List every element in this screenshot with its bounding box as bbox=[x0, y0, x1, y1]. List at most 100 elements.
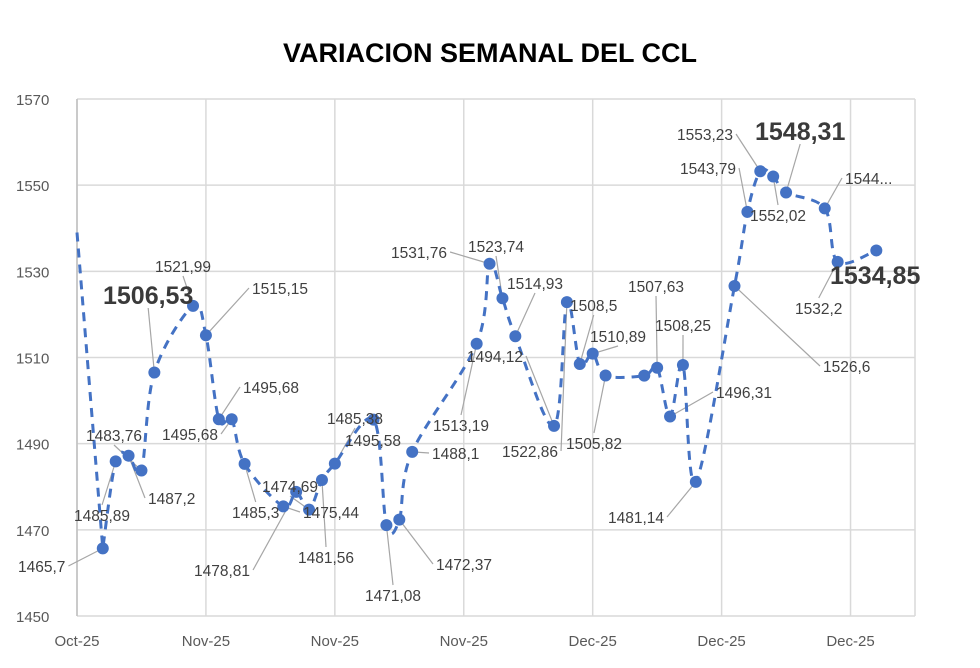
data-label: 1507,63 bbox=[628, 279, 684, 296]
data-point-marker bbox=[225, 413, 238, 426]
y-tick-label: 1550 bbox=[16, 178, 49, 195]
data-point-marker bbox=[212, 413, 225, 426]
x-tick-label: Dec-25 bbox=[569, 633, 617, 650]
label-leader-line bbox=[205, 287, 250, 336]
data-label: 1488,1 bbox=[432, 446, 479, 463]
data-point-marker bbox=[573, 357, 586, 370]
data-label: 1478,81 bbox=[194, 563, 250, 580]
data-point-marker bbox=[676, 359, 689, 372]
data-label: 1513,19 bbox=[433, 418, 489, 435]
data-label: 1481,56 bbox=[298, 550, 354, 567]
series-markers bbox=[96, 165, 883, 555]
data-label: 1548,31 bbox=[755, 118, 845, 146]
label-leader-line bbox=[785, 143, 801, 193]
data-label: 1515,15 bbox=[252, 281, 308, 298]
data-label: 1495,58 bbox=[345, 433, 401, 450]
data-label: 1505,82 bbox=[566, 436, 622, 453]
x-tick-label: Nov-25 bbox=[182, 633, 230, 650]
data-label: 1485,3 bbox=[232, 505, 279, 522]
label-leader-line bbox=[666, 481, 697, 518]
data-point-marker bbox=[870, 244, 883, 257]
data-point-marker bbox=[728, 279, 741, 292]
label-leader-line bbox=[244, 463, 257, 503]
y-tick-label: 1510 bbox=[16, 351, 49, 368]
data-label: 1494,12 bbox=[467, 349, 523, 366]
data-point-marker bbox=[122, 449, 135, 462]
data-point-marker bbox=[470, 337, 483, 350]
data-point-marker bbox=[315, 474, 328, 487]
data-label: 1471,08 bbox=[365, 588, 421, 605]
data-labels: 1465,7 1485,89 1487,2 1483,76 1506,53 1521,99… bbox=[18, 118, 920, 605]
data-label: 1523,74 bbox=[468, 239, 524, 256]
label-leader-line bbox=[525, 355, 555, 427]
x-tick-label: Dec-25 bbox=[826, 633, 874, 650]
data-label: 1465,7 bbox=[18, 559, 65, 576]
label-leader-line bbox=[449, 251, 490, 265]
data-point-marker bbox=[277, 500, 290, 513]
data-point-marker bbox=[328, 457, 341, 470]
label-leader-line bbox=[669, 391, 714, 418]
data-point-marker bbox=[767, 170, 780, 183]
data-point-marker bbox=[560, 296, 573, 309]
label-leader-line bbox=[560, 302, 568, 452]
data-point-marker bbox=[187, 299, 200, 312]
data-label: 1514,93 bbox=[507, 276, 563, 293]
label-leader-line bbox=[218, 386, 241, 420]
data-point-marker bbox=[689, 475, 702, 488]
y-axis-ticks: 1450 1470 1490 1510 1530 1550 1570 bbox=[16, 92, 49, 626]
data-point-marker bbox=[109, 455, 122, 468]
data-point-marker bbox=[831, 255, 844, 268]
data-point-marker bbox=[651, 361, 664, 374]
data-label: 1495,68 bbox=[243, 380, 299, 397]
data-point-marker bbox=[135, 464, 148, 477]
data-point-marker bbox=[818, 202, 831, 215]
data-point-marker bbox=[754, 165, 767, 178]
label-leader-line bbox=[593, 375, 607, 434]
y-tick-label: 1450 bbox=[16, 609, 49, 626]
data-label: 1510,89 bbox=[590, 329, 646, 346]
data-label: 1543,79 bbox=[680, 161, 736, 178]
data-point-marker bbox=[509, 330, 522, 343]
y-tick-label: 1470 bbox=[16, 523, 49, 540]
data-label: 1508,5 bbox=[570, 298, 617, 315]
data-point-marker bbox=[780, 186, 793, 199]
data-label: 1544... bbox=[845, 171, 892, 188]
label-leader-line bbox=[460, 343, 478, 416]
data-point-marker bbox=[199, 329, 212, 342]
label-leader-line bbox=[147, 307, 155, 373]
y-tick-label: 1490 bbox=[16, 437, 49, 454]
label-leader-line bbox=[128, 455, 146, 499]
data-point-marker bbox=[496, 292, 509, 305]
data-point-marker bbox=[96, 542, 109, 555]
label-leader-line bbox=[818, 261, 839, 299]
label-leader-line bbox=[101, 461, 117, 506]
label-leader-line bbox=[579, 314, 595, 365]
data-point-marker bbox=[638, 369, 651, 382]
data-label: 1475,44 bbox=[303, 505, 359, 522]
x-tick-label: Nov-25 bbox=[311, 633, 359, 650]
data-label: 1485,89 bbox=[74, 508, 130, 525]
data-label: 1552,02 bbox=[750, 208, 806, 225]
y-tick-label: 1530 bbox=[16, 264, 49, 281]
data-label: 1508,25 bbox=[655, 318, 711, 335]
data-point-marker bbox=[393, 513, 406, 526]
label-leader-line bbox=[385, 525, 394, 586]
data-label: 1495,68 bbox=[162, 427, 218, 444]
data-point-marker bbox=[483, 257, 496, 270]
label-leader-line bbox=[655, 295, 658, 368]
data-point-marker bbox=[148, 366, 161, 379]
data-label: 1526,6 bbox=[823, 359, 870, 376]
data-label: 1521,99 bbox=[155, 259, 211, 276]
data-label: 1483,76 bbox=[86, 428, 142, 445]
data-point-marker bbox=[380, 519, 393, 532]
y-tick-label: 1570 bbox=[16, 92, 49, 109]
data-label: 1553,23 bbox=[677, 127, 733, 144]
data-point-marker bbox=[664, 410, 677, 423]
data-label: 1472,37 bbox=[436, 557, 492, 574]
label-leader-line bbox=[68, 547, 104, 567]
data-point-marker bbox=[599, 369, 612, 382]
x-axis-ticks: Oct-25 Nov-25 Nov-25 Nov-25 Dec-25 Dec-25 Dec-… bbox=[54, 633, 874, 650]
data-point-marker bbox=[586, 347, 599, 360]
data-point-marker bbox=[303, 503, 316, 516]
label-leader-line bbox=[514, 292, 536, 337]
